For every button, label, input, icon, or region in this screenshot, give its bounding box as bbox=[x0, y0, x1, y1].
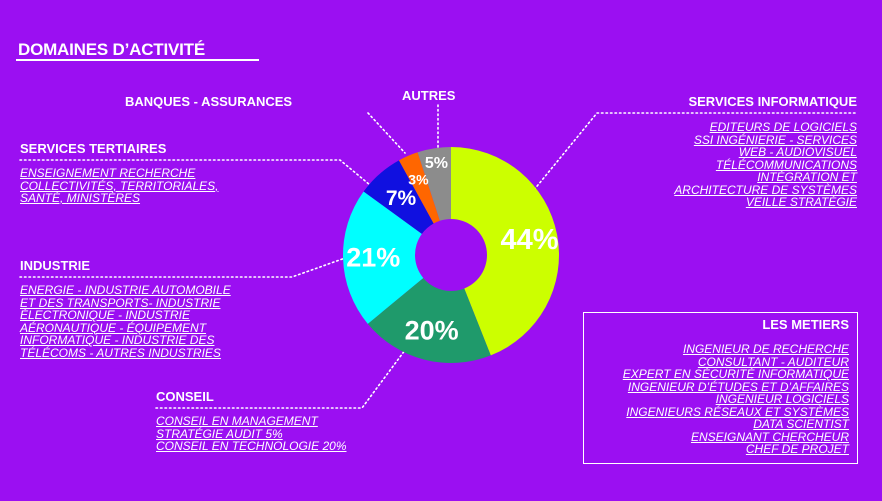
list-item: ARCHITECTURE DE SYSTÈMES bbox=[674, 182, 857, 197]
donut-slices bbox=[343, 147, 559, 363]
category-title-services-tertiaires: SERVICES TERTIAIRES bbox=[20, 141, 167, 156]
leader-line bbox=[155, 329, 421, 409]
slice-value-label: 20% bbox=[405, 315, 459, 345]
list-item: ÉLECTRONIQUE - INDUSTRIE bbox=[20, 308, 191, 322]
category-title-autres: AUTRES bbox=[402, 88, 456, 103]
leader-lines bbox=[19, 104, 856, 409]
list-item: ENSEIGNANT CHERCHEUR bbox=[690, 429, 849, 444]
category-list-services-informatique: EDITEURS DE LOGICIELS SSI INGÉNIERIE - SE… bbox=[674, 121, 857, 209]
category-list-industrie: ENERGIE - INDUSTRIE AUTOMOBILE ET DES TRA… bbox=[20, 284, 231, 359]
category-title-banques: BANQUES - ASSURANCES bbox=[125, 94, 293, 109]
list-item: SANTÉ, MINISTÈRES bbox=[20, 191, 141, 205]
list-item: STRATÉGIE AUDIT 5% bbox=[156, 426, 283, 441]
donut-slice-services-informatique bbox=[451, 147, 559, 356]
slice-value-label: 7% bbox=[386, 187, 417, 210]
list-item: INGENIEURS RÉSEAUX ET SYSTÈMES bbox=[626, 404, 849, 419]
list-item: AÉRONAUTIQUE - ÉQUIPEMENT bbox=[20, 320, 207, 335]
list-item: EDITEURS DE LOGICIELS bbox=[709, 120, 857, 134]
metiers-box bbox=[583, 312, 858, 464]
list-item: CONSULTANT - AUDITEUR bbox=[697, 354, 849, 369]
list-item: SSI INGÉNIERIE - SERVICES bbox=[693, 132, 857, 147]
list-item: TÉLÉCOMMUNICATIONS bbox=[715, 157, 857, 172]
slice-value-label: 21% bbox=[346, 242, 400, 272]
list-item: CONSEIL EN TECHNOLOGIE 20% bbox=[156, 439, 347, 453]
donut-slice-services-tertiaires bbox=[363, 160, 434, 234]
page-title: DOMAINES D’ACTIVITÉ bbox=[18, 40, 205, 59]
category-title-conseil: CONSEIL bbox=[156, 389, 214, 404]
leader-line bbox=[367, 112, 406, 154]
leader-line bbox=[19, 256, 349, 278]
slice-value-label: 5% bbox=[425, 155, 448, 172]
donut-slice-conseil bbox=[367, 277, 491, 363]
metiers-list: INGENIEUR DE RECHERCHE CONSULTANT - AUDIT… bbox=[623, 343, 849, 456]
leader-line bbox=[496, 112, 856, 236]
list-item: EXPERT EN SÉCURITÉ INFORMATIQUE bbox=[622, 367, 849, 381]
list-item: CHEF DE PROJET bbox=[745, 442, 849, 456]
list-item: COLLECTIVITÉS, TERRITORIALES, bbox=[20, 178, 219, 193]
title-underline bbox=[16, 59, 259, 61]
list-item: INGENIEUR D’ÉTUDES ET D’AFFAIRES bbox=[627, 379, 849, 394]
list-item: INGENIEUR LOGICIELS bbox=[715, 392, 849, 406]
list-item: INGENIEUR DE RECHERCHE bbox=[682, 342, 849, 356]
slice-value-label: 44% bbox=[500, 224, 558, 256]
category-list-conseil: CONSEIL EN MANAGEMENT STRATÉGIE AUDIT 5% C… bbox=[156, 415, 347, 453]
list-item: WEB - AUDIOVISUEL bbox=[738, 145, 857, 159]
list-item: ET DES TRANSPORTS- INDUSTRIE bbox=[20, 295, 221, 310]
list-item: ENERGIE - INDUSTRIE AUTOMOBILE bbox=[20, 283, 231, 297]
list-item: VEILLE STRATÉGIE bbox=[745, 195, 857, 209]
leader-line bbox=[19, 159, 371, 186]
metiers-title: LES METIERS bbox=[762, 317, 849, 332]
slice-value-label: 3% bbox=[408, 172, 429, 188]
donut-slice-banques-assurances bbox=[398, 152, 440, 224]
list-item: INFORMATIQUE - INDUSTRIE DES bbox=[20, 333, 215, 347]
list-item: INTÉGRATION ET bbox=[757, 170, 857, 184]
list-item: CONSEIL EN MANAGEMENT bbox=[156, 414, 318, 428]
list-item: TÉLÉCOMS - AUTRES INDUSTRIES bbox=[20, 345, 221, 360]
list-item: DATA SCIENTIST bbox=[753, 417, 849, 431]
category-list-services-tertiaires: ENSEIGNEMENT RECHERCHE COLLECTIVITÉS, TER… bbox=[20, 167, 219, 205]
slice-labels: 44% 20% 21% 7%3%5% bbox=[346, 155, 558, 346]
category-title-industrie: INDUSTRIE bbox=[20, 258, 91, 273]
donut-slice-industrie bbox=[343, 191, 424, 324]
donut-slice-autres bbox=[417, 147, 451, 221]
list-item: ENSEIGNEMENT RECHERCHE bbox=[20, 166, 196, 180]
category-title-services-informatique: SERVICES INFORMATIQUE bbox=[688, 94, 857, 109]
